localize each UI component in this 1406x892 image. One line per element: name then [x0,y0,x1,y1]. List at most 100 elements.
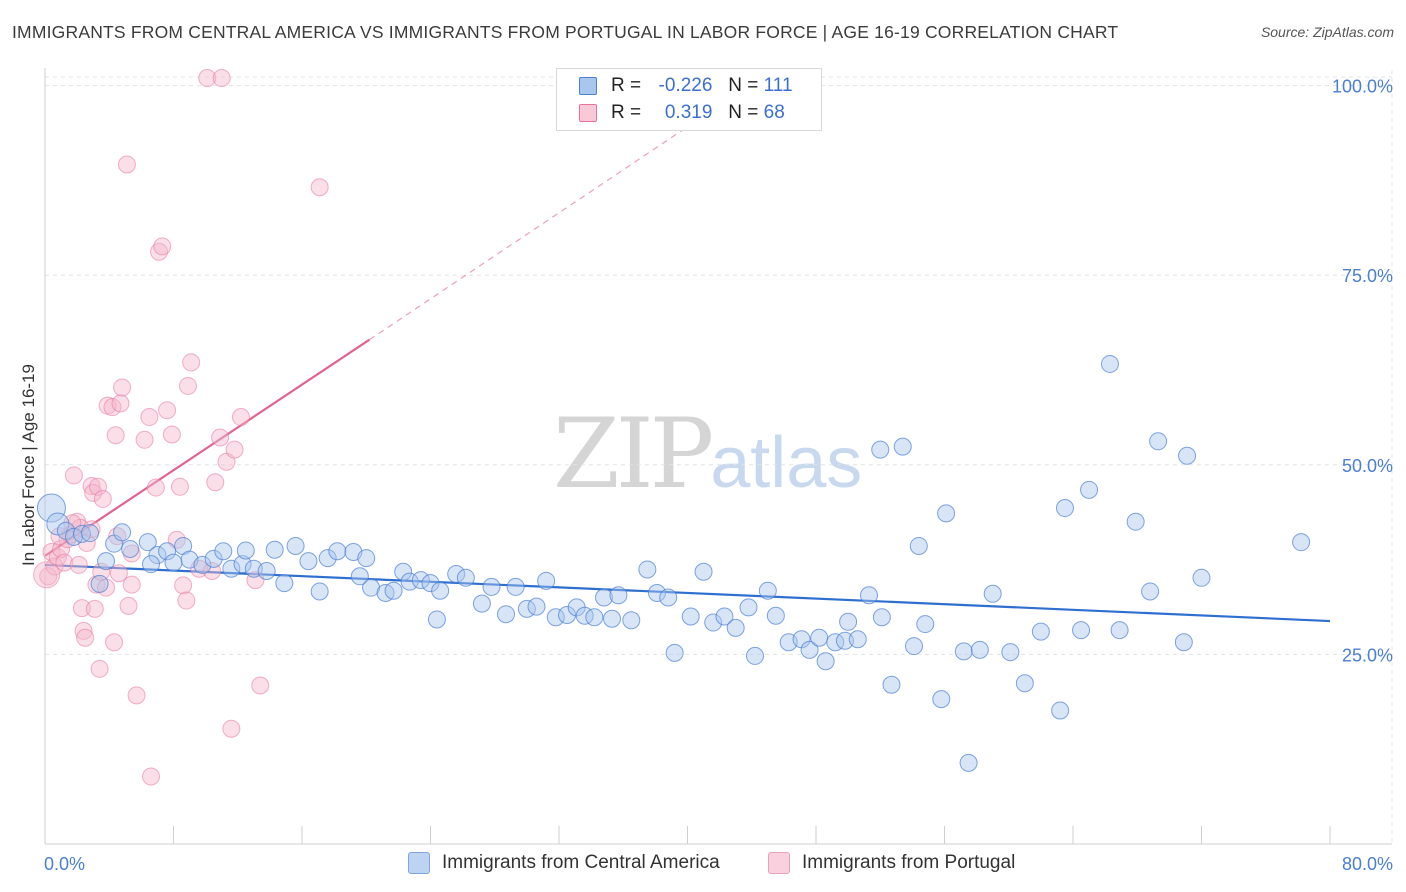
data-point-portugal [198,69,217,88]
source-label: Source: ZipAtlas.com [1260,24,1394,40]
data-point-portugal [177,591,196,610]
data-point-central-america [647,583,666,602]
data-point-central-america [603,609,622,628]
trend-line-portugal [44,338,371,557]
data-point-portugal [178,376,197,395]
legend-swatch-blue [579,77,597,95]
data-point-central-america [1192,568,1211,587]
data-point-central-america [954,642,973,661]
data-point-central-america [638,560,657,579]
data-point-portugal [310,178,329,197]
data-point-central-america [142,555,161,574]
legend-r-value: -0.226 [658,75,713,96]
portugal-points [33,69,329,786]
bottom-legend-label: Immigrants from Central America [442,852,720,873]
data-point-portugal [225,440,244,459]
legend-r-label: R = [611,75,642,96]
data-point-portugal [85,599,104,618]
data-point-central-america [1178,446,1197,465]
data-point-central-america [310,582,329,601]
data-point-central-america [585,608,604,627]
data-point-central-america [148,546,167,565]
data-point-central-america [1051,701,1070,720]
legend-row-portugal: R = 0.319 N = 68 [579,102,785,124]
bottom-legend-portugal: Immigrants from Portugal [768,852,1015,874]
data-point-central-america [816,652,835,671]
data-point-portugal [90,659,109,678]
y-tick-label: 25.0% [1342,645,1393,665]
data-point-central-america [1110,621,1129,640]
data-point-portugal [72,599,91,618]
data-point-portugal [55,553,74,572]
data-point-central-america [1174,633,1193,652]
legend-n-label: N = [728,102,759,123]
data-point-central-america [496,605,515,624]
data-point-central-america [275,574,294,593]
data-point-portugal [140,408,159,427]
legend-row-central-america: R = -0.226 N = 111 [579,75,793,97]
data-point-central-america [113,523,132,542]
data-point-central-america [766,606,785,625]
bottom-legend-swatch-blue [408,852,430,874]
data-point-central-america [318,549,337,568]
legend-n-value: 111 [763,75,793,96]
data-point-central-america [1126,512,1145,531]
data-point-central-america [715,607,734,626]
chart-title: IMMIGRANTS FROM CENTRAL AMERICA VS IMMIG… [12,22,1119,42]
data-point-central-america [257,561,276,580]
data-point-central-america [681,607,700,626]
correlation-legend: R = -0.226 N = 111 R = 0.319 N = 68 [556,68,822,131]
data-point-central-america [970,640,989,659]
data-point-central-america [882,675,901,694]
data-point-central-america [1100,354,1119,373]
legend-r-value: 0.319 [664,102,713,123]
data-point-central-america [328,542,347,561]
data-point-central-america [506,577,525,596]
data-point-portugal [119,596,138,615]
tick-labels: 25.0% 50.0% 75.0% 100.0% 0.0% 80.0% In Labor F… [19,77,1393,874]
data-point-central-america [904,637,923,656]
data-point-portugal [69,555,88,574]
data-point-portugal [153,237,172,256]
data-point-portugal [84,483,103,502]
data-point-central-america [431,581,450,600]
data-point-central-america [427,610,446,629]
data-point-central-america [384,581,403,600]
data-point-central-america [916,615,935,634]
data-point-central-america [537,571,556,590]
data-point-central-america [214,542,233,561]
data-point-central-america [350,567,369,586]
y-tick-label: 50.0% [1342,456,1393,476]
data-point-portugal [212,69,231,88]
data-point-portugal [111,394,130,413]
legend-n-label: N = [728,75,759,96]
x-tick-label: 80.0% [1342,854,1393,874]
data-point-central-america [1149,432,1168,451]
data-point-central-america [1141,582,1160,601]
data-point-central-america [421,574,440,593]
data-point-central-america [860,586,879,605]
data-point-portugal [150,242,169,261]
data-point-central-america [800,640,819,659]
data-point-central-america [97,552,116,571]
data-point-portugal [105,633,124,652]
data-point-portugal [174,576,193,595]
data-point-portugal [74,621,93,640]
data-point-central-america [236,541,255,560]
data-point-portugal [206,473,225,492]
data-point-central-america [394,562,413,581]
data-point-central-america [447,565,466,584]
data-point-portugal [33,561,61,589]
data-point-portugal [52,539,71,558]
data-point-central-america [456,568,475,587]
data-point-central-america [835,631,854,650]
data-point-central-america [1292,533,1311,552]
data-point-portugal [231,408,250,427]
data-point-central-america [357,549,376,568]
data-point-central-america [704,613,723,632]
data-point-central-america [1001,643,1020,662]
data-point-central-america [286,536,305,555]
legend-n-value: 68 [763,102,785,123]
data-point-portugal [222,719,241,738]
